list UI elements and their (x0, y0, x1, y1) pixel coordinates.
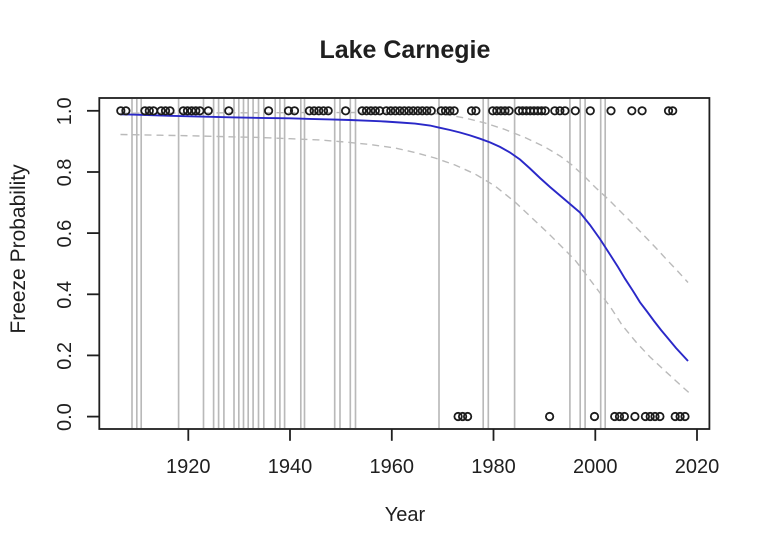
svg-text:1960: 1960 (370, 456, 415, 478)
svg-text:1980: 1980 (471, 456, 516, 478)
svg-text:0.2: 0.2 (54, 342, 76, 370)
svg-text:0.0: 0.0 (54, 403, 76, 431)
svg-text:0.8: 0.8 (54, 159, 76, 187)
svg-text:0.6: 0.6 (54, 220, 76, 248)
svg-text:1940: 1940 (268, 456, 313, 478)
svg-text:0.4: 0.4 (54, 281, 76, 309)
svg-text:1.0: 1.0 (54, 97, 76, 125)
svg-text:Year: Year (385, 504, 426, 526)
svg-text:1920: 1920 (166, 456, 211, 478)
svg-text:Freeze Probability: Freeze Probability (7, 164, 30, 334)
svg-text:2000: 2000 (573, 456, 618, 478)
svg-text:2020: 2020 (675, 456, 720, 478)
svg-text:Lake Carnegie: Lake Carnegie (319, 36, 490, 64)
